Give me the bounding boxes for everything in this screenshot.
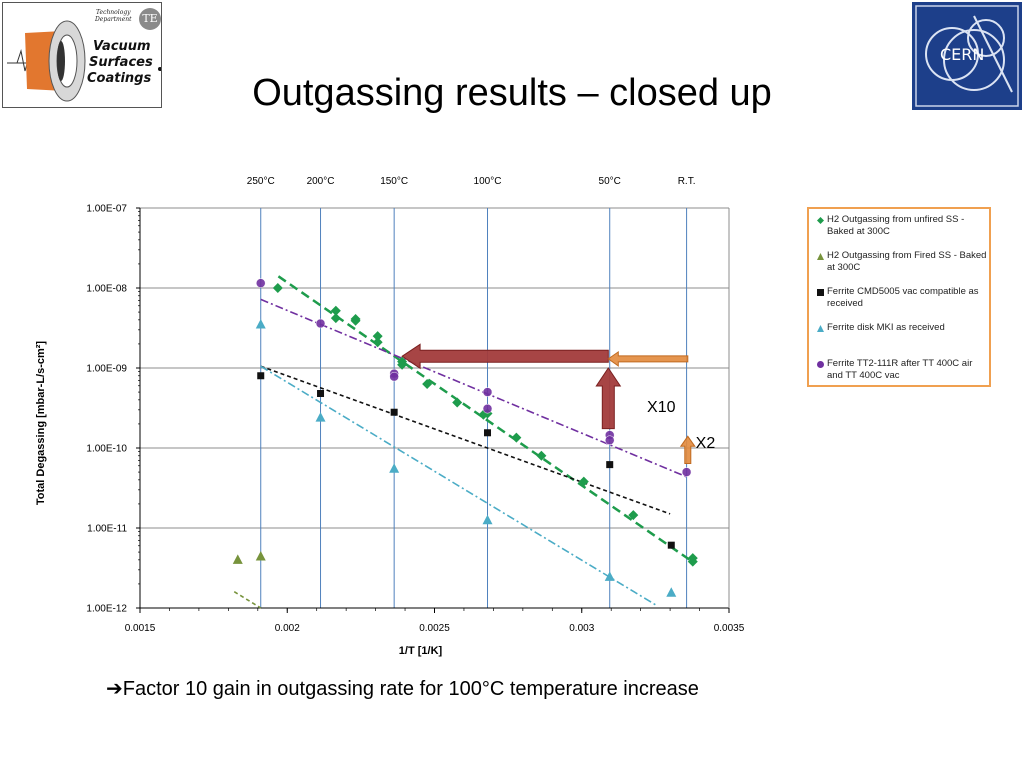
flange-icon	[7, 20, 161, 102]
legend-item: Ferrite TT2-111R after TT 400C air and T…	[815, 358, 987, 382]
circle-point	[255, 278, 266, 288]
grid-lines	[140, 207, 729, 609]
x-tick-label: 0.0025	[419, 623, 450, 634]
fit-line	[233, 590, 262, 609]
y-tick-label: 1.00E-11	[87, 524, 127, 535]
x-tick-label: 0.003	[569, 623, 594, 634]
triangle-point	[666, 587, 677, 597]
square-point	[667, 541, 675, 549]
triangle-point	[389, 463, 400, 473]
diamond-point	[422, 379, 433, 390]
triangle-point	[255, 551, 266, 561]
triangle-point	[315, 412, 326, 422]
y-tick-label: 1.00E-10	[86, 444, 127, 455]
svg-text:CERN: CERN	[940, 45, 984, 64]
axis-labels: 1.00E-07 1.00E-08 1.00E-09 1.00E-10 1.00E-11…	[35, 176, 745, 657]
triangle-point	[482, 514, 493, 525]
triangle-marker-icon	[816, 325, 824, 332]
annotation-label: X10	[647, 399, 676, 416]
annotation-arrow	[401, 343, 609, 370]
x-tick-label: 0.002	[275, 623, 300, 634]
annotation-arrow	[607, 350, 689, 367]
cern-emblem-icon: CERN	[915, 5, 1019, 107]
y-tick-label: 1.00E-09	[86, 364, 127, 375]
annotation-arrow	[595, 367, 622, 430]
square-point	[484, 429, 492, 437]
square-point	[390, 408, 398, 416]
diamond-point	[397, 359, 408, 370]
square-point	[317, 390, 325, 398]
legend-item: H2 Outgassing from Fired SS - Baked at 3…	[815, 250, 987, 274]
cern-logo: CERN	[912, 2, 1022, 110]
legend-item: H2 Outgassing from unfired SS - Baked at…	[815, 214, 987, 238]
footnote: ➔Factor 10 gain in outgassing rate for 1…	[106, 676, 699, 701]
page-title: Outgassing results – closed up	[252, 72, 772, 114]
y-tick-label: 1.00E-12	[86, 604, 127, 615]
footnote-text: Factor 10 gain in outgassing rate for 10…	[122, 678, 699, 700]
legend-item: Ferrite disk MKI as received	[815, 322, 987, 334]
square-point	[606, 461, 614, 469]
temperature-label: 200°C	[307, 176, 335, 187]
circle-point	[389, 371, 399, 382]
temperature-label: 150°C	[380, 176, 408, 187]
diamond-point	[578, 476, 589, 487]
x-tick-label: 0.0035	[714, 623, 745, 634]
fit-lines	[233, 275, 695, 609]
diamond-point	[478, 409, 489, 420]
logo-line-vacuum: Vacuum	[93, 39, 151, 54]
x-axis-label: 1/T [1/K]	[399, 645, 443, 657]
logo-line-coatings: Coatings	[87, 71, 152, 86]
fit-line	[260, 298, 689, 479]
temperature-label: R.T.	[678, 176, 696, 187]
y-tick-label: 1.00E-08	[86, 284, 127, 295]
vacuum-surfaces-coatings-logo: Technology Department TE Vacuum Surfaces…	[2, 2, 162, 108]
fit-line	[277, 275, 695, 564]
circle-point	[482, 387, 493, 397]
department-label: Technology Department	[95, 9, 132, 23]
temperature-label: 50°C	[599, 176, 621, 187]
fit-line	[260, 365, 656, 606]
diamond-point	[330, 313, 341, 324]
fit-line	[260, 365, 671, 515]
temperature-label: 250°C	[247, 176, 275, 187]
diamond-point	[452, 397, 463, 408]
diamond-point	[272, 283, 283, 293]
diamond-point	[536, 450, 547, 461]
circle-marker-icon	[816, 361, 824, 368]
te-badge: TE	[139, 8, 161, 30]
y-tick-label: 1.00E-07	[86, 204, 127, 215]
triangle-point	[232, 554, 243, 564]
annotation-label: X2	[696, 435, 716, 452]
x-tick-label: 0.0015	[125, 623, 156, 634]
chart-axes	[136, 207, 730, 613]
circle-point	[482, 403, 493, 414]
annotation-arrow	[679, 435, 696, 464]
legend-item: Ferrite CMD5005 vac compatible as receiv…	[815, 286, 987, 310]
square-marker-icon	[816, 289, 824, 296]
arrow-right-icon: ➔	[106, 676, 123, 700]
circle-point	[681, 467, 692, 477]
circle-point	[315, 318, 326, 329]
triangle-point	[604, 571, 615, 581]
triangle-marker-icon	[816, 253, 824, 260]
diamond-point	[372, 337, 383, 348]
diamond-point	[628, 510, 639, 521]
circle-point	[604, 435, 615, 445]
square-point	[257, 372, 265, 380]
diamond-point	[511, 432, 522, 443]
temperature-lines	[260, 208, 688, 608]
logo-line-surfaces: Surfaces	[89, 55, 153, 70]
data-points	[232, 278, 698, 597]
annotations: X10 X2	[401, 343, 716, 464]
y-axis-label: Total Degassing [mbar-L/s-cm²]	[35, 341, 47, 506]
diamond-point	[687, 556, 698, 567]
diamond-marker-icon	[816, 217, 824, 224]
diamond-point	[372, 331, 383, 342]
chart-legend: H2 Outgassing from unfired SS - Baked at…	[807, 207, 991, 387]
diamond-point	[350, 313, 361, 324]
triangle-point	[255, 318, 266, 329]
diamond-point	[330, 305, 341, 316]
temperature-label: 100°C	[474, 176, 502, 187]
